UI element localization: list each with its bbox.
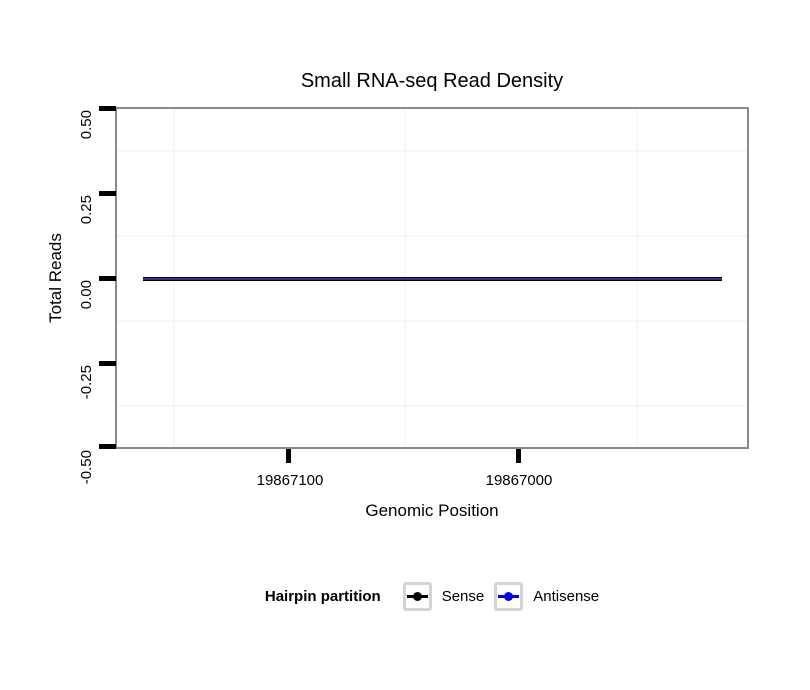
plot-panel [115,107,749,449]
antisense-point-icon [504,592,514,601]
y-tick [99,444,116,449]
y-tick [99,106,116,111]
y-tick-label: 0.25 [78,195,95,225]
sense-point-icon [412,592,422,601]
chart-title: Small RNA-seq Read Density [300,70,564,92]
x-axis-title: Genomic Position [365,501,499,520]
legend-label-sense: Sense [441,588,485,605]
legend-title: Hairpin partition [264,588,381,605]
gridline-minor-h [117,405,747,407]
y-tick [99,361,116,366]
x-tick-label: 19867000 [485,472,553,489]
y-tick [99,191,116,196]
legend-label-antisense: Antisense [533,588,600,605]
legend-key-antisense [494,582,524,611]
y-tick-label: -0.25 [78,365,95,400]
gridline-minor-h [117,235,747,237]
y-tick-label: 0.00 [78,280,95,310]
y-axis-title: Total Reads [46,233,65,323]
legend: Hairpin partition Sense Antisense [27,582,810,611]
x-tick [516,449,521,463]
y-tick-label: -0.50 [78,450,95,485]
legend-key-sense [402,582,432,611]
antisense-line-point-icon [498,592,520,601]
y-tick-label: 0.50 [78,110,95,140]
x-tick [286,449,291,463]
sense-line-point-icon [406,592,428,601]
gridline-minor-h [117,150,747,152]
gridline-minor-h [117,320,747,322]
y-tick [99,276,116,281]
series-line-sense [143,277,722,281]
series-line-antisense [143,278,722,280]
x-tick-label: 19867100 [256,472,324,489]
